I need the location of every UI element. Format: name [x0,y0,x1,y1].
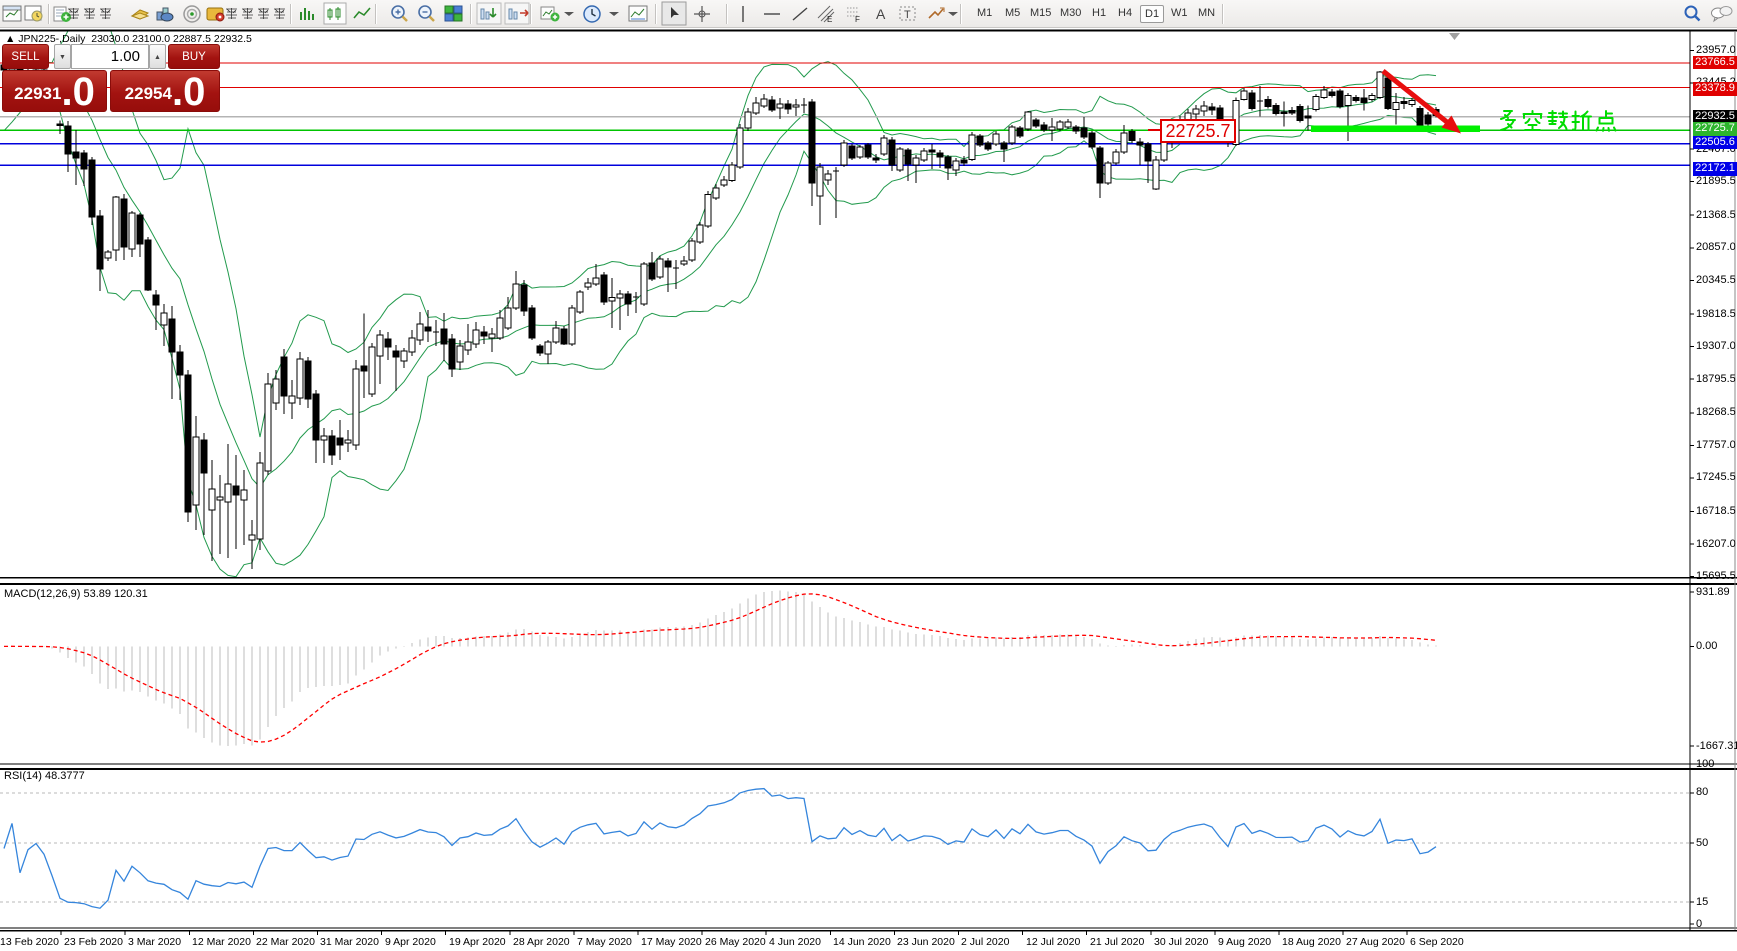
svg-text:T: T [904,9,911,21]
svg-text:A: A [876,6,886,22]
svg-text:F: F [855,15,860,24]
svg-text:E: E [827,15,832,24]
